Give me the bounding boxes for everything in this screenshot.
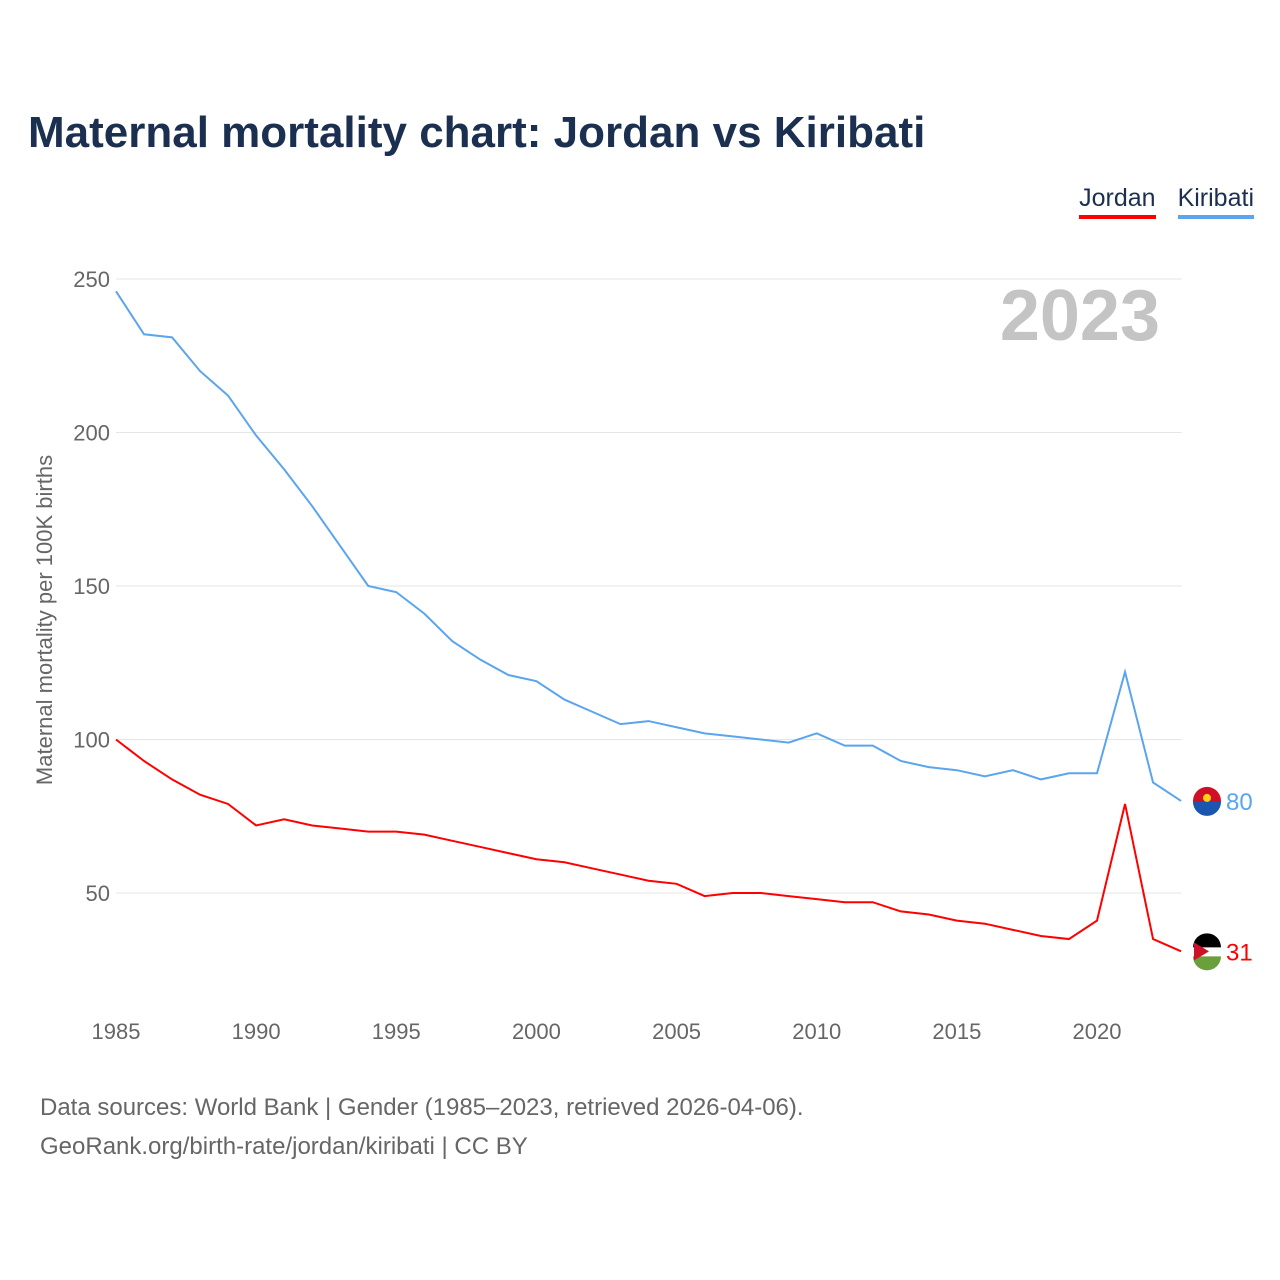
- x-tick-label: 2020: [1073, 1019, 1122, 1044]
- series-line-kiribati: [115, 290, 1182, 802]
- source-footer: Data sources: World Bank | Gender (1985–…: [40, 1088, 804, 1166]
- y-tick-label: 250: [73, 267, 110, 292]
- y-axis-label: Maternal mortality per 100K births: [32, 455, 57, 785]
- x-tick-label: 2000: [512, 1019, 561, 1044]
- end-value-label: 31: [1226, 939, 1253, 966]
- line-chart: 50 100 150 200 250 1985 1990 1995 2000 2005 2010 20…: [32, 267, 1253, 1044]
- x-tick-label: 2005: [652, 1019, 701, 1044]
- flag-sea: [1193, 801, 1221, 816]
- license-line: GeoRank.org/birth-rate/jordan/kiribati |…: [40, 1133, 528, 1160]
- flag-stripe: [1193, 933, 1221, 948]
- chart-title: Maternal mortality chart: Jordan vs Kiri…: [28, 108, 926, 157]
- y-tick-label: 100: [73, 728, 110, 753]
- source-line: Data sources: World Bank | Gender (1985–…: [40, 1094, 804, 1121]
- x-tick-label: 1985: [92, 1019, 141, 1044]
- x-tick-label: 2010: [792, 1019, 841, 1044]
- legend-kiribati[interactable]: Kiribati: [1177, 184, 1254, 219]
- series-line-jordan: [115, 738, 1182, 953]
- x-tick-label: 1995: [372, 1019, 421, 1044]
- y-tick-label: 50: [86, 881, 110, 906]
- flag-triangle: [1194, 942, 1209, 961]
- legend: Jordan Kiribati: [1079, 184, 1254, 219]
- year-label: 2023: [1000, 276, 1160, 356]
- flag-sun: [1203, 793, 1211, 802]
- end-value-label: 80: [1226, 789, 1253, 816]
- y-tick-label: 150: [73, 574, 110, 599]
- flag-stripe: [1193, 956, 1221, 971]
- x-tick-label: 2015: [932, 1019, 981, 1044]
- x-tick-label: 1990: [232, 1019, 281, 1044]
- legend-jordan[interactable]: Jordan: [1079, 184, 1156, 219]
- y-tick-label: 200: [73, 421, 110, 446]
